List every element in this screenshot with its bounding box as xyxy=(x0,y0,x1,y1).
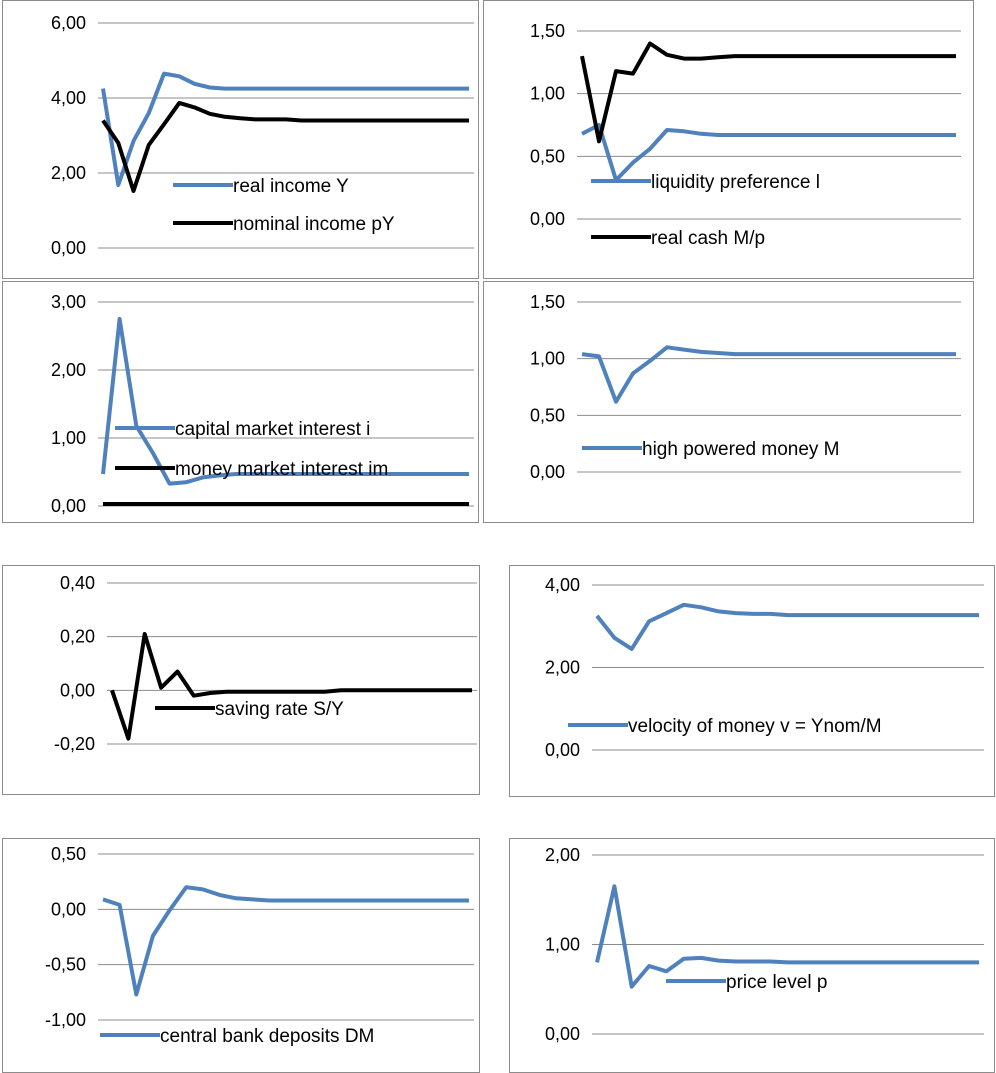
line-chart: -1,00 -0,50 0,00 0,50 central bank deposits … xyxy=(45,844,474,1047)
chart-panel-liquidity: 0,00 0,50 1,00 1,50 liquidity preference l re… xyxy=(483,0,974,279)
y-tick-label: 0,40 xyxy=(60,573,95,593)
line-chart: 0,00 0,50 1,00 1,50 liquidity preference l re… xyxy=(530,21,961,249)
series-line xyxy=(101,100,469,193)
line-chart: 0,00 2,00 4,00 velocity of money v = Ynom/M xyxy=(545,575,984,760)
y-tick-label: 0,00 xyxy=(51,899,86,919)
legend-label: capital market interest i xyxy=(175,419,370,440)
series-line xyxy=(581,345,956,404)
y-tick-label: 0,00 xyxy=(60,680,95,700)
chart-panel-velocity: 0,00 2,00 4,00 velocity of money v = Ynom/M xyxy=(509,565,995,797)
series-line xyxy=(580,41,956,144)
y-tick-label: -1,00 xyxy=(45,1010,86,1030)
series-line xyxy=(595,884,979,989)
y-tick-label: 0,20 xyxy=(60,627,95,647)
y-tick-label: 0,00 xyxy=(545,740,580,760)
y-tick-label: -0,50 xyxy=(45,955,86,975)
legend-label: saving rate S/Y xyxy=(215,699,344,720)
y-tick-label: 1,50 xyxy=(530,21,565,41)
series-line xyxy=(581,123,956,183)
y-tick-label: 0,00 xyxy=(51,496,86,516)
chart-panel-price-level: 0,00 1,00 2,00 price level p xyxy=(509,838,995,1073)
y-tick-label: 4,00 xyxy=(51,88,86,108)
chart-panel-income: 0,00 2,00 4,00 6,00 real income Y nominal inc… xyxy=(2,0,479,279)
y-tick-label: 1,00 xyxy=(545,935,580,955)
line-chart: 0,00 0,50 1,00 1,50 high powered money M xyxy=(530,292,961,482)
series-line xyxy=(101,71,469,187)
y-tick-label: 0,00 xyxy=(51,238,86,258)
series-line xyxy=(102,885,469,997)
line-chart: 0,00 2,00 4,00 6,00 real income Y nominal inc… xyxy=(51,13,474,258)
chart-panel-saving-rate: -0,20 0,00 0,20 0,40 saving rate S/Y xyxy=(2,565,480,795)
line-chart: 0,00 1,00 2,00 3,00 capital market interest … xyxy=(51,292,474,516)
chart-panel-interest: 0,00 1,00 2,00 3,00 capital market interest … xyxy=(2,281,479,523)
chart-panel-central-bank-deposits: -1,00 -0,50 0,00 0,50 central bank deposits … xyxy=(2,838,480,1073)
y-tick-label: 0,00 xyxy=(545,1024,580,1044)
y-tick-label: 0,00 xyxy=(530,462,565,482)
legend-label: high powered money M xyxy=(642,439,840,460)
y-tick-label: 3,00 xyxy=(51,292,86,312)
y-tick-label: -0,20 xyxy=(54,734,95,754)
series-line xyxy=(110,632,472,741)
y-tick-label: 1,00 xyxy=(530,84,565,104)
y-tick-label: 0,00 xyxy=(530,209,565,229)
series-line xyxy=(595,602,979,651)
y-tick-label: 2,00 xyxy=(545,845,580,865)
legend-label: price level p xyxy=(726,972,827,993)
series-line xyxy=(101,317,469,486)
y-tick-label: 2,00 xyxy=(51,163,86,183)
y-tick-label: 0,50 xyxy=(530,146,565,166)
legend-label: liquidity preference l xyxy=(651,172,820,193)
legend-label: nominal income pY xyxy=(233,214,395,235)
y-tick-label: 6,00 xyxy=(51,13,86,33)
y-tick-label: 1,00 xyxy=(530,349,565,369)
legend-label: real cash M/p xyxy=(651,228,765,249)
legend-label: central bank deposits DM xyxy=(160,1026,374,1047)
y-tick-label: 1,50 xyxy=(530,292,565,312)
y-tick-label: 1,00 xyxy=(51,428,86,448)
y-tick-label: 2,00 xyxy=(545,658,580,678)
legend-label: velocity of money v = Ynom/M xyxy=(628,716,882,737)
y-tick-label: 4,00 xyxy=(545,575,580,595)
y-tick-label: 0,50 xyxy=(530,405,565,425)
line-chart: 0,00 1,00 2,00 price level p xyxy=(545,845,984,1044)
chart-panel-high-powered-money: 0,00 0,50 1,00 1,50 high powered money M xyxy=(483,281,974,523)
legend-label: money market interest im xyxy=(175,459,388,480)
y-tick-label: 2,00 xyxy=(51,360,86,380)
legend-label: real income Y xyxy=(233,176,349,197)
y-tick-label: 0,50 xyxy=(51,844,86,864)
line-chart: -0,20 0,00 0,20 0,40 saving rate S/Y xyxy=(54,573,477,754)
